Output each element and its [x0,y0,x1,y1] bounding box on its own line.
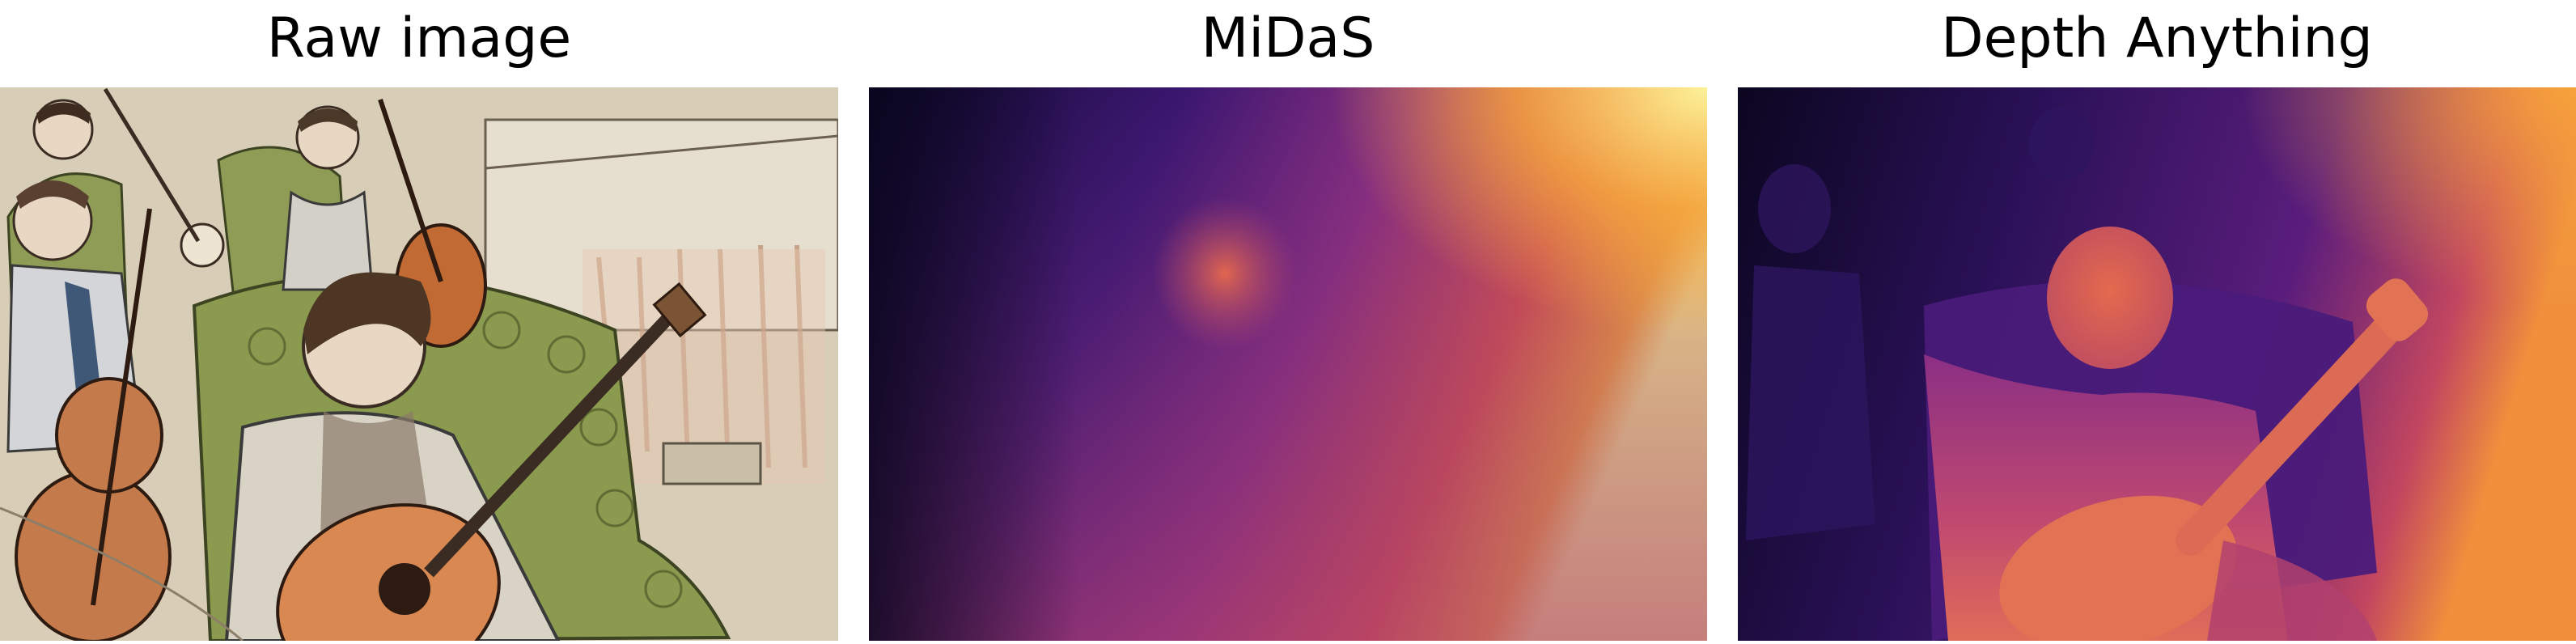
depth-anything-depth-map [1738,87,2576,641]
panel-title-raw-image: Raw image [266,6,572,70]
panel-title-midas: MiDaS [1201,6,1375,70]
panel-title-depth-anything: Depth Anything [1941,6,2373,70]
depth-anything-panel: Depth Anything [1738,0,2576,644]
raw-image-panel: Raw image [0,0,838,644]
raw-image-illustration [0,87,838,641]
midas-depth-map [869,87,1707,641]
midas-panel: MiDaS [869,0,1707,644]
